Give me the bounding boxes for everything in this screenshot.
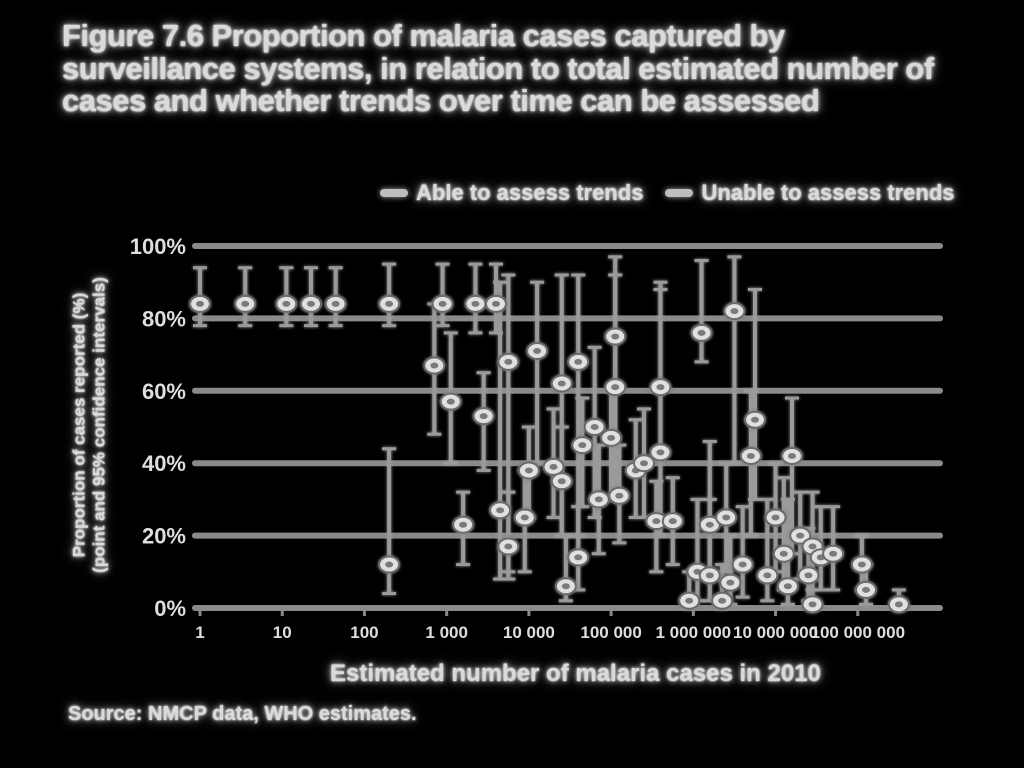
point-core [718, 597, 727, 604]
y-tick-label: 20% [142, 524, 186, 549]
point-core [496, 507, 505, 514]
point-core [705, 521, 714, 528]
point-core [668, 518, 677, 525]
point-core [705, 572, 714, 579]
chart-source: Source: NMCP data, WHO estimates. [68, 703, 417, 725]
x-tick-label: 1 [195, 623, 204, 642]
data-points [189, 294, 910, 614]
point-core [459, 521, 468, 528]
y-tick-labels: 0% 20% 40% 60% 80% 100% [130, 234, 186, 621]
x-axis-label: Estimated number of malaria cases in 201… [330, 660, 821, 687]
point-core [504, 543, 513, 550]
y-tick-label: 60% [142, 379, 186, 404]
point-core [771, 514, 780, 521]
point-core [578, 442, 587, 449]
point-core [652, 518, 661, 525]
point-core [656, 384, 665, 391]
point-core [746, 452, 755, 459]
point-core [574, 554, 583, 561]
point-core [282, 300, 291, 307]
x-tick-label: 10 [273, 623, 292, 642]
y-tick-label: 80% [142, 306, 186, 331]
point-core [607, 434, 616, 441]
point-core [611, 384, 620, 391]
y-tick-label: 40% [142, 451, 186, 476]
point-core [829, 550, 838, 557]
point-core [307, 300, 315, 307]
legend-swatch-able [380, 189, 408, 197]
point-core [738, 561, 747, 568]
y-tick-label: 0% [154, 596, 186, 621]
point-core [656, 449, 665, 456]
legend-item-unable: Unable to assess trends [665, 180, 955, 206]
x-tick-label: 10 000 [503, 623, 555, 642]
point-core [808, 543, 817, 550]
point-core [557, 380, 566, 387]
x-tick-label: 100 000 [580, 623, 641, 642]
point-core [685, 597, 694, 604]
point-core [804, 572, 813, 579]
point-core [751, 416, 759, 423]
point-core [590, 424, 599, 430]
point-core [796, 532, 805, 539]
point-core [857, 561, 866, 568]
point-core [862, 586, 870, 593]
error-bars [193, 255, 906, 610]
point-core [561, 583, 570, 590]
x-tick-label: 1 000 [425, 623, 468, 642]
point-core [730, 308, 739, 315]
point-core [492, 300, 500, 307]
point-core [533, 347, 542, 354]
point-core [430, 362, 439, 369]
point-core [524, 467, 533, 474]
legend-label-unable: Unable to assess trends [701, 180, 955, 205]
point-core [615, 492, 624, 499]
point-core [574, 358, 583, 365]
point-core [722, 514, 731, 521]
point-core [808, 601, 817, 608]
chart-legend: Able to assess trends Unable to assess t… [380, 180, 955, 206]
point-core [446, 398, 455, 405]
point-core [697, 329, 706, 336]
point-core [763, 572, 772, 579]
x-tick-labels: 1 10 100 1 000 10 000 100 000 1 000 000 10 000 … [195, 623, 905, 642]
point-core [438, 300, 447, 307]
legend-item-able: Able to assess trends [380, 180, 643, 206]
legend-swatch-unable [665, 189, 694, 197]
point-core [385, 561, 394, 568]
point-core [196, 300, 204, 307]
x-tick-label: 100 [350, 623, 378, 642]
point-core [726, 579, 735, 586]
point-core [788, 452, 796, 459]
x-tick-label: 100 000 000 [811, 623, 906, 642]
point-core [894, 601, 903, 608]
point-core [331, 300, 340, 307]
point-core [594, 496, 603, 503]
point-core [504, 358, 513, 365]
point-core [611, 333, 620, 340]
y-tick-label: 100% [130, 234, 186, 259]
point-core [783, 583, 792, 590]
point-core [241, 300, 250, 307]
point-core [779, 550, 788, 557]
point-core [479, 413, 488, 420]
x-tick-label: 1 000 000 [656, 623, 732, 642]
point-core [471, 300, 480, 307]
point-core [640, 460, 648, 467]
point-core [520, 514, 529, 521]
legend-label-able: Able to assess trends [416, 180, 644, 205]
point-core [385, 300, 394, 307]
x-tick-label: 10 000 000 [733, 623, 818, 642]
chart-title: Figure 7.6 Proportion of malaria cases c… [62, 18, 934, 119]
point-core [549, 463, 558, 470]
point-core [557, 478, 566, 485]
